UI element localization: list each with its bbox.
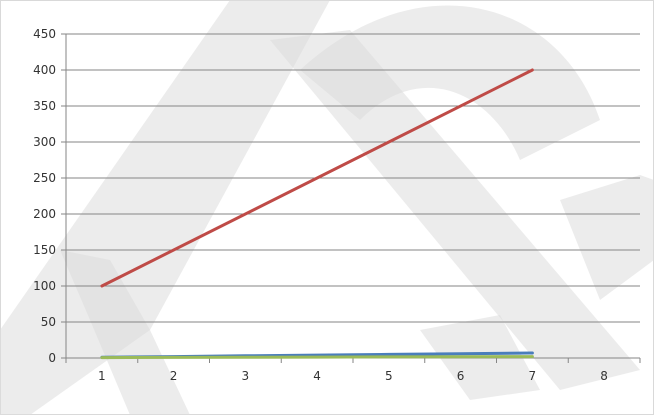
gridlines — [66, 33, 640, 359]
y-tick-label: 450 — [33, 27, 56, 41]
x-tick-label: 5 — [385, 369, 393, 383]
x-tick-label: 8 — [600, 369, 608, 383]
watermark-stroke-arch — [300, 5, 600, 160]
y-tick-label: 400 — [33, 63, 56, 77]
x-tick-label: 1 — [98, 369, 106, 383]
y-tick-label: 350 — [33, 99, 56, 113]
series-line-3 — [100, 355, 534, 360]
y-tick-label: 250 — [33, 171, 56, 185]
y-tick-label: 150 — [33, 243, 56, 257]
y-tick-label: 100 — [33, 279, 56, 293]
watermark-stroke-left — [0, 0, 330, 415]
x-tick-label: 7 — [529, 369, 537, 383]
x-tick-label: 6 — [457, 369, 465, 383]
series-line-1 — [100, 68, 534, 288]
series-lines — [100, 68, 534, 360]
x-tick-label: 3 — [242, 369, 250, 383]
y-tick-label: 200 — [33, 207, 56, 221]
x-tick-labels: 1 2 3 4 5 6 7 8 — [98, 369, 608, 383]
y-tick-label: 300 — [33, 135, 56, 149]
y-tick-label: 0 — [48, 351, 56, 365]
x-tick-label: 4 — [313, 369, 321, 383]
watermark-stroke-bottom — [60, 250, 190, 415]
y-tick-labels: 0 50 100 150 200 250 300 350 400 450 — [33, 27, 56, 365]
watermark-stroke-right — [560, 175, 654, 300]
x-tick-label: 2 — [170, 369, 178, 383]
y-tick-label: 50 — [41, 315, 56, 329]
watermark-stroke-diagonal — [270, 30, 640, 390]
